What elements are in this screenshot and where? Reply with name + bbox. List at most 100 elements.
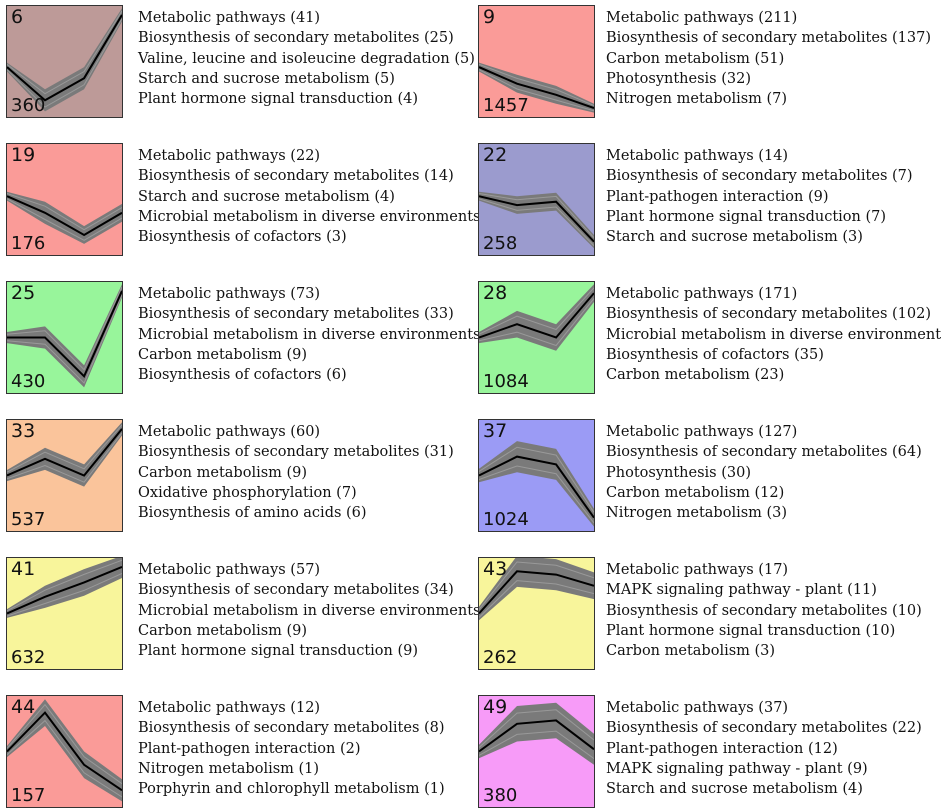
pathway-item: Carbon metabolism (12) bbox=[606, 484, 785, 501]
pathway-list: Metabolic pathways (127) Biosynthesis of … bbox=[606, 422, 922, 523]
pathway-item: Biosynthesis of cofactors (3) bbox=[138, 229, 347, 246]
gene-count: 430 bbox=[11, 371, 46, 392]
model-profile-line bbox=[7, 195, 122, 237]
pathway-item: Metabolic pathways (60) bbox=[138, 424, 321, 440]
pathway-item: Biosynthesis of amino acids (6) bbox=[138, 505, 367, 522]
gene-line bbox=[7, 559, 122, 612]
pathway-list: Metabolic pathways (57) Biosynthesis of s… bbox=[138, 560, 515, 661]
pathway-item: Starch and sucrose metabolism (5) bbox=[138, 70, 395, 87]
gene-line bbox=[7, 286, 122, 371]
gene-count: 1084 bbox=[483, 371, 529, 392]
profile-plot bbox=[479, 441, 594, 527]
pathway-item: Biosynthesis of secondary metabolites (7… bbox=[606, 168, 913, 185]
gene-line bbox=[479, 730, 594, 760]
pathway-item: Nitrogen metabolism (1) bbox=[138, 760, 320, 777]
gene-line bbox=[7, 10, 122, 95]
pathway-item: Biosynthesis of secondary metabolites (1… bbox=[606, 602, 922, 619]
pathway-list: Metabolic pathways (60) Biosynthesis of s… bbox=[138, 422, 454, 523]
profile-49[interactable]: 49 380 bbox=[478, 695, 595, 808]
profile-plot bbox=[479, 558, 594, 621]
model-profile-line bbox=[7, 711, 122, 792]
pathway-item: Plant hormone signal transduction (9) bbox=[138, 643, 419, 660]
profile-25[interactable]: 25 430 bbox=[6, 281, 123, 394]
model-profile-line bbox=[7, 428, 122, 477]
model-profile-line bbox=[7, 565, 122, 615]
model-profile-line bbox=[479, 570, 594, 615]
gene-line bbox=[7, 294, 122, 384]
gene-count: 537 bbox=[11, 509, 46, 530]
pathway-item: Metabolic pathways (127) bbox=[606, 424, 798, 440]
gene-line bbox=[479, 446, 594, 513]
expression-band bbox=[479, 441, 594, 527]
profile-id: 28 bbox=[483, 282, 508, 304]
pathway-item: Starch and sucrose metabolism (3) bbox=[606, 229, 863, 246]
model-profile-line bbox=[479, 66, 594, 110]
pathway-item: Metabolic pathways (12) bbox=[138, 700, 321, 716]
gene-line bbox=[479, 580, 594, 618]
profile-id: 33 bbox=[11, 420, 36, 442]
model-profile-line bbox=[479, 195, 594, 243]
pathway-item: Biosynthesis of cofactors (35) bbox=[606, 346, 824, 363]
profile-19[interactable]: 19 176 bbox=[6, 143, 123, 256]
gene-line bbox=[7, 193, 122, 231]
pathway-item: Biosynthesis of secondary metabolites (2… bbox=[606, 720, 922, 737]
pathway-list: Metabolic pathways (171) Biosynthesis of … bbox=[606, 284, 941, 385]
pathway-item: Biosynthesis of secondary metabolites (3… bbox=[138, 582, 454, 599]
profile-33[interactable]: 33 537 bbox=[6, 419, 123, 532]
gene-line bbox=[479, 561, 594, 610]
profile-37[interactable]: 37 1024 bbox=[478, 419, 595, 532]
model-profile-line bbox=[479, 455, 594, 519]
profile-id: 37 bbox=[483, 420, 508, 442]
profile-44[interactable]: 44 157 bbox=[6, 695, 123, 808]
profile-plot bbox=[479, 191, 594, 249]
pathway-item: Plant-pathogen interaction (2) bbox=[138, 740, 361, 757]
pathway-list: Metabolic pathways (41) Biosynthesis of s… bbox=[138, 8, 475, 109]
gene-line bbox=[7, 198, 122, 241]
pathway-item: Biosynthesis of secondary metabolites (3… bbox=[138, 444, 454, 461]
profile-id: 22 bbox=[483, 144, 508, 166]
pathway-item: Biosynthesis of secondary metabolites (6… bbox=[606, 444, 922, 461]
gene-count: 360 bbox=[11, 95, 46, 116]
model-profile-line bbox=[7, 14, 122, 102]
gene-count: 1457 bbox=[483, 95, 529, 116]
pathway-item: Starch and sucrose metabolism (4) bbox=[606, 781, 863, 798]
gene-line bbox=[479, 63, 594, 106]
gene-count: 157 bbox=[11, 785, 46, 806]
profile-id: 19 bbox=[11, 144, 36, 166]
gene-count: 632 bbox=[11, 647, 46, 668]
pathway-item: Metabolic pathways (211) bbox=[606, 10, 798, 26]
expression-band bbox=[7, 558, 122, 618]
pathway-item: Photosynthesis (30) bbox=[606, 464, 751, 481]
pathway-item: Biosynthesis of secondary metabolites (1… bbox=[138, 168, 454, 185]
profile-41[interactable]: 41 632 bbox=[6, 557, 123, 670]
profile-plot bbox=[479, 62, 594, 113]
profile-plot bbox=[7, 699, 122, 802]
pathway-item: Plant hormone signal transduction (7) bbox=[606, 208, 887, 225]
profile-plot bbox=[7, 422, 122, 487]
gene-line bbox=[7, 703, 122, 785]
pathway-list: Metabolic pathways (37) Biosynthesis of s… bbox=[606, 698, 922, 799]
profile-43[interactable]: 43 262 bbox=[478, 557, 595, 670]
profile-28[interactable]: 28 1084 bbox=[478, 281, 595, 394]
pathway-item: Microbial metabolism in diverse environm… bbox=[138, 208, 506, 225]
gene-line bbox=[479, 193, 594, 239]
profile-22[interactable]: 22 258 bbox=[478, 143, 595, 256]
pathway-item: Biosynthesis of cofactors (6) bbox=[138, 367, 347, 384]
pathway-item: Biosynthesis of secondary metabolites (1… bbox=[606, 306, 931, 323]
pathway-item: Plant hormone signal transduction (10) bbox=[606, 622, 896, 639]
profile-plot bbox=[7, 284, 122, 388]
pathway-item: Porphyrin and chlorophyll metabolism (1) bbox=[138, 781, 445, 798]
pathway-item: Biosynthesis of secondary metabolites (8… bbox=[138, 720, 445, 737]
profile-9[interactable]: 9 1457 bbox=[478, 5, 595, 118]
pathway-item: Carbon metabolism (3) bbox=[606, 643, 776, 660]
profile-id: 6 bbox=[11, 6, 24, 28]
gene-count: 176 bbox=[11, 233, 46, 254]
model-profile-line bbox=[479, 292, 594, 339]
pathway-item: Nitrogen metabolism (3) bbox=[606, 505, 788, 522]
pathway-list: Metabolic pathways (14) Biosynthesis of s… bbox=[606, 146, 913, 247]
pathway-list: Metabolic pathways (12) Biosynthesis of s… bbox=[138, 698, 445, 799]
profile-6[interactable]: 6 360 bbox=[6, 5, 123, 118]
pathway-list: Metabolic pathways (17) MAPK signaling pa… bbox=[606, 560, 922, 661]
pathway-item: Carbon metabolism (51) bbox=[606, 50, 785, 67]
